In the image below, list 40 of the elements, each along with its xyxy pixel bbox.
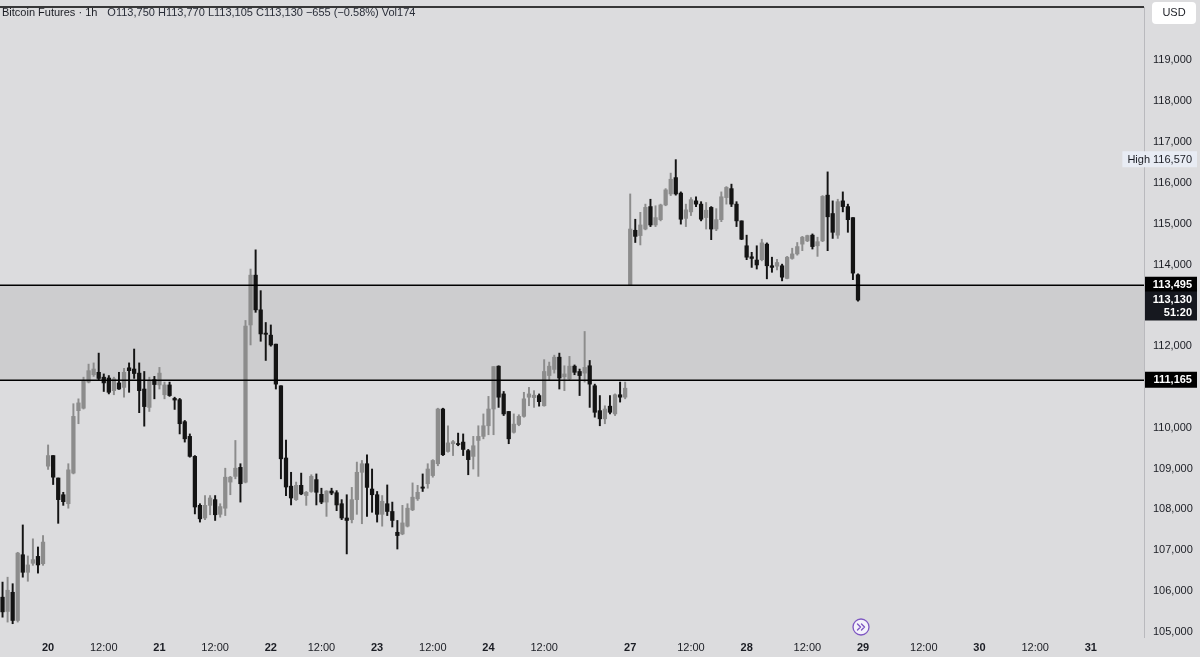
- y-tick-label: 109,000: [1153, 461, 1193, 474]
- chart-subtitle: O113,750 H113,770 L113,105 C113,130 −655 (−0.58%) Vol174: [107, 6, 416, 19]
- y-tick-label: 107,000: [1153, 543, 1193, 556]
- x-tick-label: 12:00: [1021, 640, 1049, 653]
- y-tick-label: 112,000: [1153, 339, 1192, 352]
- y-tick-label: 114,000: [1153, 257, 1192, 270]
- ref-line-label: 113,495: [1152, 278, 1192, 291]
- annotation: High 116,570: [1127, 152, 1192, 165]
- x-tick-label: 27: [624, 640, 637, 653]
- candlestick: [344, 494, 349, 555]
- ref-line-label: 111,165: [1153, 373, 1192, 386]
- x-tick-label: 12:00: [307, 640, 336, 653]
- x-tick-label: 12:00: [910, 640, 938, 653]
- x-tick-label: 12:00: [419, 640, 447, 653]
- x-tick-label: 29: [856, 640, 870, 653]
- y-tick-label: 118,000: [1153, 94, 1192, 107]
- x-tick-label: 22: [264, 640, 277, 653]
- y-tick-label: 116,000: [1153, 175, 1192, 188]
- y-tick-label: 105,000: [1153, 624, 1193, 637]
- x-tick-label: 12:00: [90, 640, 118, 653]
- y-tick-label: 106,000: [1153, 584, 1193, 597]
- y-tick-label: 108,000: [1153, 502, 1193, 515]
- y-tick-label: 115,000: [1153, 216, 1192, 229]
- x-tick-label: 28: [740, 640, 753, 653]
- y-tick-label: 110,000: [1153, 420, 1192, 433]
- x-tick-label: 23: [370, 640, 384, 653]
- chart-title: Bitcoin Futures · 1h: [2, 6, 98, 19]
- y-axis-title: USD: [1162, 6, 1186, 19]
- x-tick-label: 12:00: [793, 640, 822, 653]
- x-tick-label: 30: [973, 640, 986, 653]
- x-tick-label: 21: [153, 640, 166, 653]
- x-tick-label: 12:00: [677, 640, 705, 653]
- x-tick-label: 12:00: [530, 640, 558, 653]
- text: 113,130 51:20: [1152, 293, 1192, 319]
- y-tick-label: 117,000: [1153, 135, 1192, 148]
- x-tick-label: 31: [1084, 640, 1097, 653]
- x-tick-label: 20: [41, 640, 55, 653]
- x-tick-label: 24: [482, 640, 496, 653]
- x-tick-label: 12:00: [201, 640, 229, 653]
- y-tick-label: 119,000: [1153, 53, 1192, 66]
